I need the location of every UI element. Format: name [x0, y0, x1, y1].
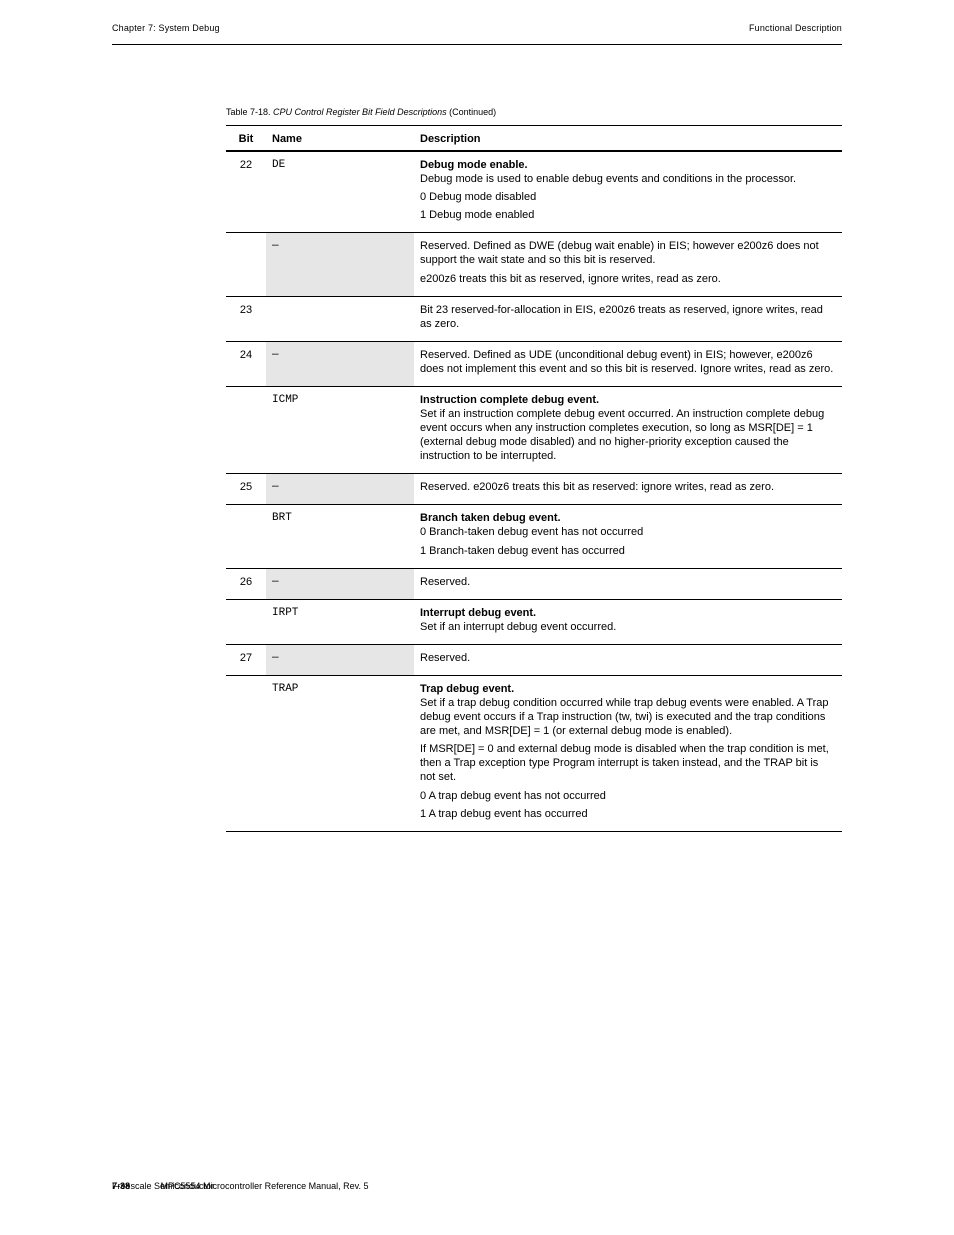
cell-bit — [226, 233, 266, 296]
cell-description: Reserved. — [414, 568, 842, 599]
caption-title: CPU Control Register Bit Field Descripti… — [273, 107, 447, 117]
register-field-table: Bit Name Description 22DEDebug mode enab… — [226, 125, 842, 832]
cell-description: Instruction complete debug event. Set if… — [414, 386, 842, 473]
cell-bit: 24 — [226, 341, 266, 386]
cell-bit — [226, 505, 266, 568]
cell-name: — — [266, 568, 414, 599]
cell-name: — — [266, 474, 414, 505]
table-row: 27—Reserved. — [226, 644, 842, 675]
table-row: BRTBranch taken debug event. 0 Branch-ta… — [226, 505, 842, 568]
col-header-desc: Description — [414, 126, 842, 152]
cell-name — [266, 296, 414, 341]
cell-description: Interrupt debug event. Set if an interru… — [414, 599, 842, 644]
cell-description: Reserved. Defined as UDE (unconditional … — [414, 341, 842, 386]
table-row: 23 Bit 23 reserved-for-allocation in EIS,… — [226, 296, 842, 341]
col-header-name: Name — [266, 126, 414, 152]
running-header-left: Chapter 7: System Debug — [112, 23, 220, 33]
table-row: 22DEDebug mode enable. Debug mode is use… — [226, 151, 842, 233]
page: Chapter 7: System Debug Functional Descr… — [0, 0, 954, 1235]
cell-bit: 27 — [226, 644, 266, 675]
table-caption: Table 7-18. CPU Control Register Bit Fie… — [226, 107, 842, 117]
cell-name: — — [266, 644, 414, 675]
table-header-row: Bit Name Description — [226, 126, 842, 152]
cell-name: BRT — [266, 505, 414, 568]
table-row: 26—Reserved. — [226, 568, 842, 599]
cell-name: — — [266, 233, 414, 296]
cell-description: Reserved. Defined as DWE (debug wait ena… — [414, 233, 842, 296]
table-row: TRAPTrap debug event. Set if a trap debu… — [226, 675, 842, 831]
cell-name: IRPT — [266, 599, 414, 644]
cell-description: Branch taken debug event. 0 Branch-taken… — [414, 505, 842, 568]
table-row: ICMPInstruction complete debug event. Se… — [226, 386, 842, 473]
table-row: 24—Reserved. Defined as UDE (uncondition… — [226, 341, 842, 386]
table-row: IRPTInterrupt debug event. Set if an int… — [226, 599, 842, 644]
cell-bit: 22 — [226, 151, 266, 233]
cell-name: TRAP — [266, 675, 414, 831]
cell-bit: 25 — [226, 474, 266, 505]
cell-bit — [226, 675, 266, 831]
cell-name: — — [266, 341, 414, 386]
cell-bit — [226, 599, 266, 644]
cell-description: Bit 23 reserved-for-allocation in EIS, e… — [414, 296, 842, 341]
cell-description: Reserved. — [414, 644, 842, 675]
cell-bit: 23 — [226, 296, 266, 341]
cell-bit: 26 — [226, 568, 266, 599]
col-header-bit: Bit — [226, 126, 266, 152]
cell-description: Reserved. e200z6 treats this bit as rese… — [414, 474, 842, 505]
cell-name: ICMP — [266, 386, 414, 473]
footer-right: Freescale Semiconductor — [112, 1181, 214, 1191]
cell-description: Debug mode enable. Debug mode is used to… — [414, 151, 842, 233]
caption-suffix: (Continued) — [447, 107, 497, 117]
caption-prefix: Table 7-18. — [226, 107, 273, 117]
cell-description: Trap debug event. Set if a trap debug co… — [414, 675, 842, 831]
header-rule — [112, 44, 842, 45]
table-row: —Reserved. Defined as DWE (debug wait en… — [226, 233, 842, 296]
table-row: 25—Reserved. e200z6 treats this bit as r… — [226, 474, 842, 505]
cell-bit — [226, 386, 266, 473]
table-body: 22DEDebug mode enable. Debug mode is use… — [226, 151, 842, 831]
running-header-right: Functional Description — [749, 23, 842, 33]
cell-name: DE — [266, 151, 414, 233]
